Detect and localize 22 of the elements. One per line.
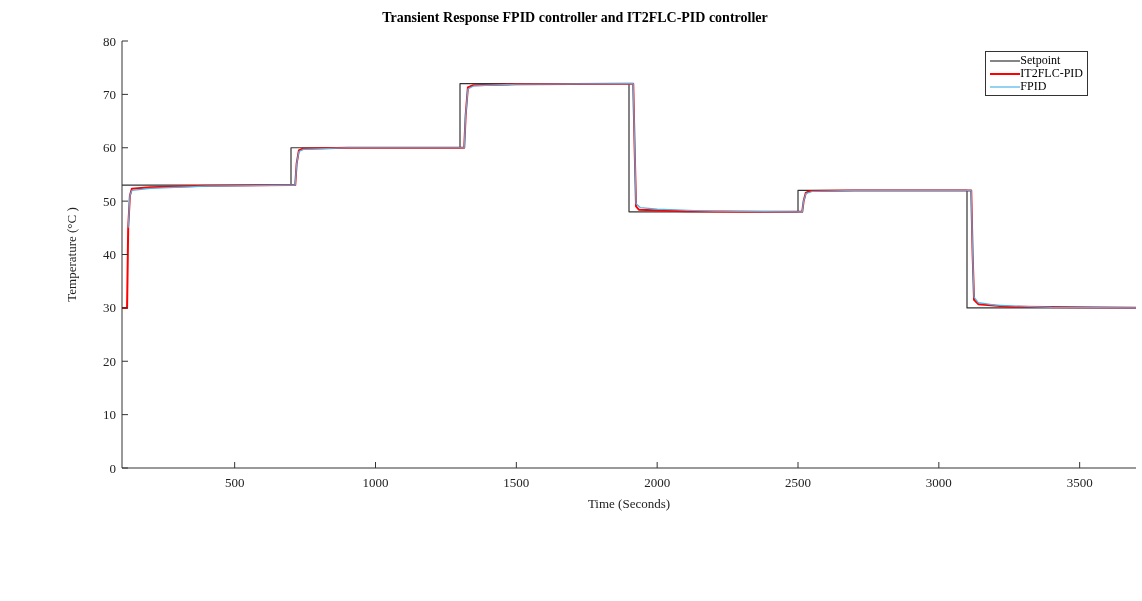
y-tick-label: 40	[103, 247, 116, 263]
y-tick-label: 80	[103, 33, 116, 49]
x-tick-label: 2000	[644, 475, 671, 491]
legend-label: Setpoint	[1020, 53, 1061, 67]
y-axis-title: Temperature (°C )	[63, 207, 79, 302]
x-tick-label: 3500	[1066, 475, 1093, 491]
x-axis-title: Time (Seconds)	[587, 496, 671, 511]
x-tick-label: 1000	[362, 475, 389, 491]
chart-title: Transient Response FPID controller and IT2FLC-PID controller	[381, 9, 769, 27]
y-tick-label: 70	[103, 86, 116, 102]
y-tick-label: 60	[103, 140, 116, 156]
x-tick-label: 1500	[503, 475, 530, 491]
x-tick-label: 3000	[925, 475, 952, 491]
y-tick-label: 30	[103, 300, 116, 316]
y-tick-label: 50	[103, 193, 116, 209]
y-tick-label: 20	[103, 353, 116, 369]
x-tick-label: 2500	[785, 475, 811, 491]
legend-label: FPID	[1020, 79, 1047, 93]
y-tick-label: 10	[103, 407, 116, 423]
x-tick-label: 500	[224, 475, 245, 491]
legend-label: IT2FLC-PID	[1020, 66, 1083, 80]
y-tick-label: 0	[109, 460, 116, 476]
